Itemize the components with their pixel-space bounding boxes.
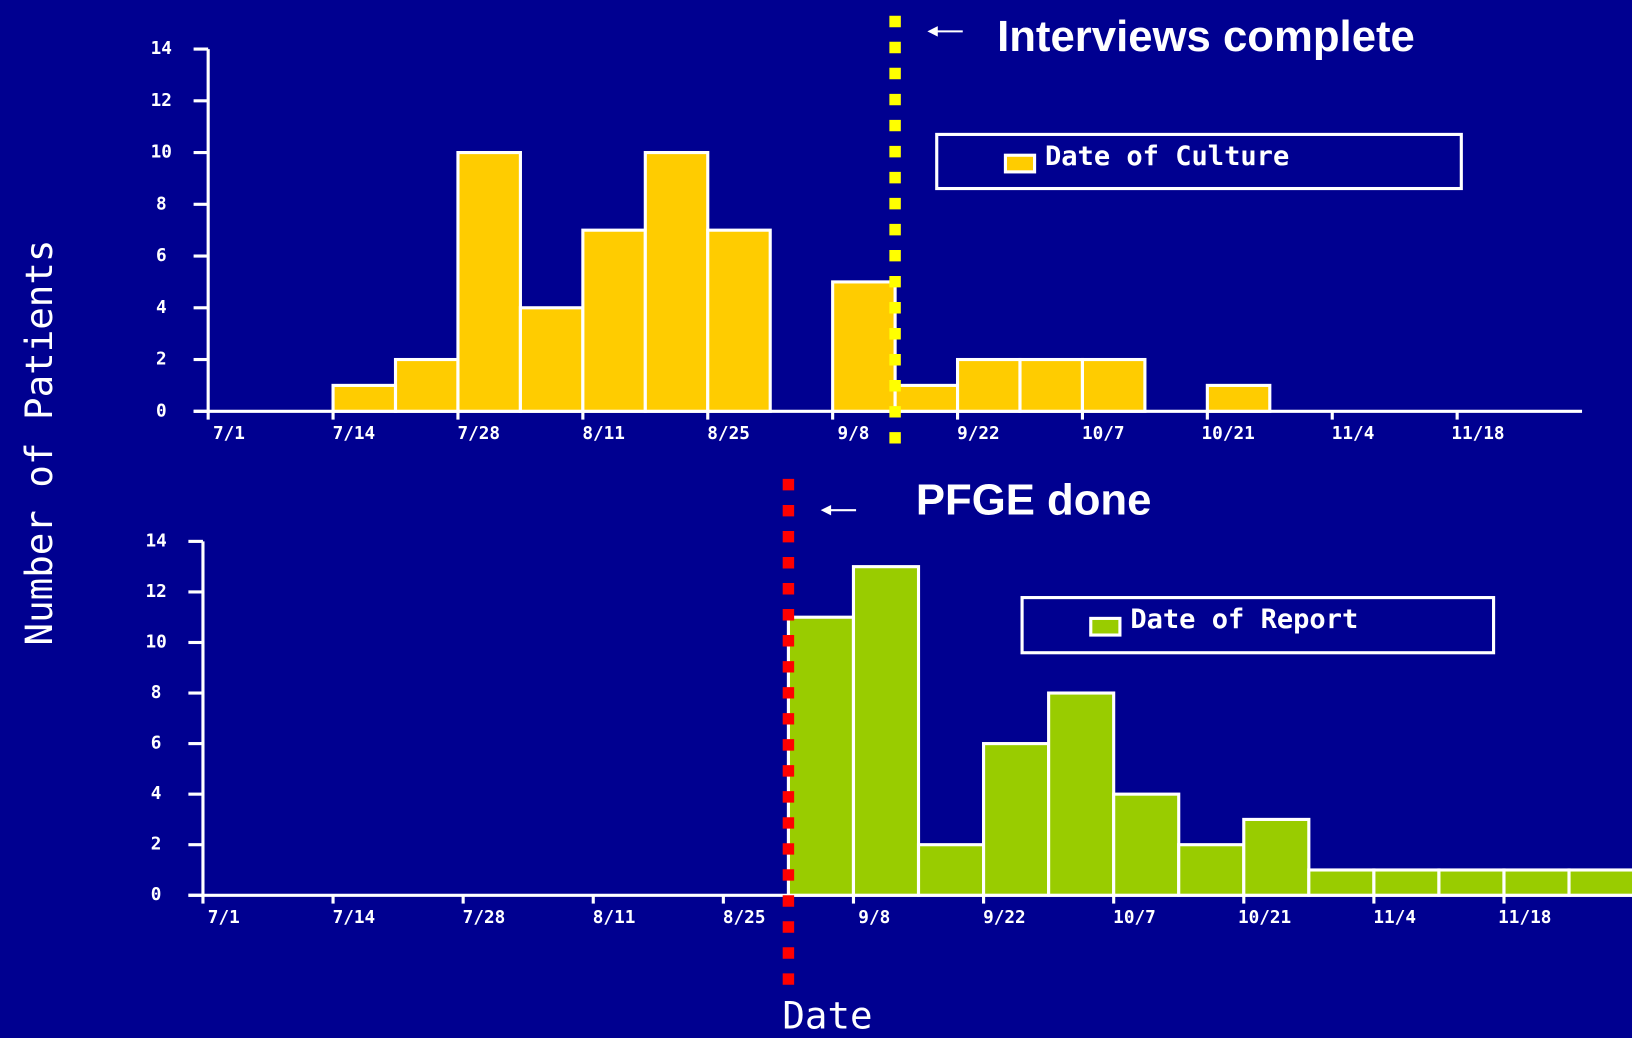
bar xyxy=(1080,357,1147,413)
x-tick-label: 7/1 xyxy=(213,424,245,444)
bar xyxy=(1205,383,1272,413)
bar xyxy=(393,357,460,413)
bar xyxy=(916,843,986,897)
x-tick-label: 10/21 xyxy=(1202,424,1255,444)
legend-box xyxy=(935,132,1463,191)
y-tick-label: 4 xyxy=(151,784,162,804)
x-tick-label: 9/8 xyxy=(858,908,890,928)
annotation-text: Interviews complete xyxy=(997,12,1415,61)
x-tick-label: 10/7 xyxy=(1082,424,1125,444)
bar xyxy=(581,228,647,413)
y-axis-label: Number of Patients xyxy=(17,240,61,646)
bar xyxy=(1047,691,1116,897)
y-tick-label: 6 xyxy=(151,734,162,754)
x-tick-label: 11/4 xyxy=(1373,908,1416,928)
y-tick-label: 14 xyxy=(145,531,166,551)
x-tick-label: 7/28 xyxy=(463,908,506,928)
bar xyxy=(1177,843,1246,897)
y-tick-label: 12 xyxy=(151,91,172,111)
bar xyxy=(518,306,585,413)
bar xyxy=(955,357,1022,413)
y-tick-label: 0 xyxy=(151,885,162,905)
y-tick-label: 2 xyxy=(156,350,167,370)
bar xyxy=(706,228,772,413)
y-tick-label: 10 xyxy=(151,143,172,163)
legend-swatch xyxy=(1003,153,1037,174)
x-tick-label: 7/14 xyxy=(333,908,376,928)
bar xyxy=(831,280,897,413)
x-tick-label: 11/4 xyxy=(1332,424,1375,444)
x-axis-label: Date xyxy=(782,994,872,1038)
annotation-text: PFGE done xyxy=(916,475,1152,524)
x-tick-label: 7/28 xyxy=(457,424,500,444)
y-tick-label: 8 xyxy=(151,683,162,703)
bar xyxy=(456,150,522,413)
x-tick-label: 9/22 xyxy=(983,908,1026,928)
y-tick-label: 8 xyxy=(156,194,167,214)
bar xyxy=(1437,868,1506,897)
y-tick-label: 2 xyxy=(151,835,162,855)
legend-label: Date of Report xyxy=(1130,604,1358,635)
bar xyxy=(893,383,960,413)
x-tick-label: 8/25 xyxy=(707,424,750,444)
x-tick-label: 9/8 xyxy=(837,424,869,444)
y-tick-label: 4 xyxy=(156,298,167,318)
bar xyxy=(643,150,710,413)
x-tick-label: 10/21 xyxy=(1238,908,1291,928)
bar xyxy=(1242,817,1311,897)
x-tick-label: 11/18 xyxy=(1451,424,1504,444)
x-tick-label: 8/11 xyxy=(593,908,636,928)
bar xyxy=(1112,792,1181,897)
annotation-arrowhead xyxy=(927,26,938,37)
bar xyxy=(1372,868,1441,897)
y-tick-label: 14 xyxy=(151,39,172,59)
bar xyxy=(1502,868,1571,897)
bar xyxy=(851,565,921,897)
bar xyxy=(1018,357,1085,413)
x-tick-label: 11/18 xyxy=(1498,908,1551,928)
y-tick-label: 0 xyxy=(156,401,167,421)
y-tick-label: 6 xyxy=(156,246,167,266)
x-tick-label: 8/11 xyxy=(582,424,625,444)
x-tick-label: 10/7 xyxy=(1113,908,1156,928)
annotation-arrowhead xyxy=(820,504,832,516)
x-tick-label: 7/1 xyxy=(208,908,240,928)
bar xyxy=(786,615,856,897)
x-tick-label: 8/25 xyxy=(723,908,766,928)
y-tick-label: 10 xyxy=(145,632,166,652)
bar xyxy=(982,742,1051,897)
x-tick-label: 9/22 xyxy=(957,424,1000,444)
x-tick-label: 7/14 xyxy=(333,424,376,444)
legend-box xyxy=(1020,596,1496,655)
bar xyxy=(1567,868,1632,897)
legend-label: Date of Culture xyxy=(1045,141,1289,172)
legend-swatch xyxy=(1089,616,1122,637)
bar xyxy=(1307,868,1376,897)
bar xyxy=(331,383,398,413)
y-tick-label: 12 xyxy=(145,582,166,602)
